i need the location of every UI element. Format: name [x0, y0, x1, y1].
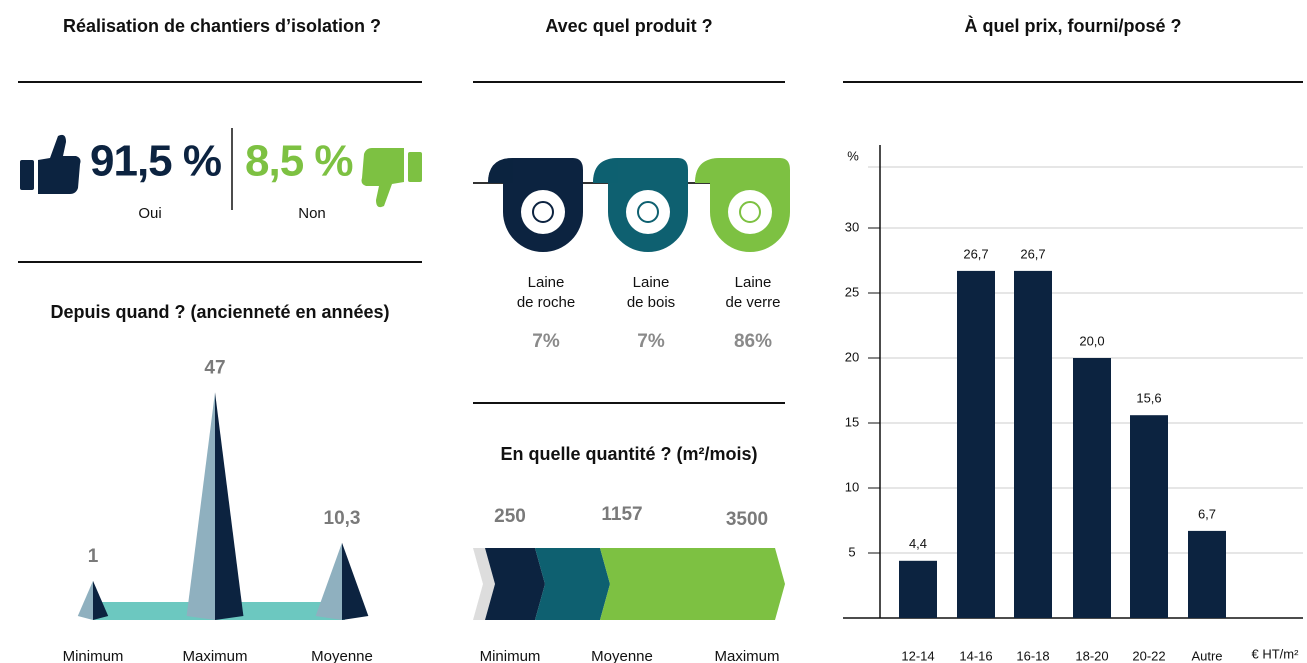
category-label: Moyenne — [591, 648, 653, 663]
bar — [1188, 531, 1226, 618]
no-label: Non — [298, 205, 326, 222]
product-name: Laine — [528, 274, 565, 291]
x-tick-label: Autre — [1191, 648, 1222, 663]
survey-title: Réalisation de chantiers d’isolation ? — [63, 16, 381, 36]
product-icon — [521, 190, 565, 234]
y-tick-label: 5 — [848, 544, 855, 559]
chart-title: Depuis quand ? (ancienneté en années) — [50, 302, 389, 322]
products-title: Avec quel produit ? — [545, 16, 712, 36]
yes-share: 91,5 % — [90, 137, 221, 186]
arrow-segment — [600, 548, 785, 620]
product-name: de verre — [725, 294, 780, 311]
pyramid-light — [316, 543, 342, 620]
product-share: 7% — [532, 331, 560, 352]
value-label: 10,3 — [324, 508, 361, 529]
ribbon-fold — [488, 158, 513, 183]
y-tick-label: 10 — [845, 479, 859, 494]
value-label: 250 — [494, 506, 526, 527]
y-tick-label: 30 — [845, 219, 859, 234]
product-name: Laine — [633, 274, 670, 291]
y-tick-label: 15 — [845, 414, 859, 429]
value-label: 26,7 — [963, 246, 988, 261]
x-tick-label: 18-20 — [1075, 648, 1108, 663]
value-label: 4,4 — [909, 536, 927, 551]
thumb-down-icon — [362, 148, 423, 207]
chart-title: À quel prix, fourni/posé ? — [964, 15, 1181, 36]
value-label: 15,6 — [1136, 391, 1161, 406]
bar — [1073, 358, 1111, 618]
category-label: Moyenne — [311, 648, 373, 663]
pyramid-dark — [215, 392, 243, 620]
infographic: Réalisation de chantiers d’isolation ? 9… — [0, 0, 1307, 663]
product-share: 86% — [734, 331, 772, 352]
x-axis-label: € HT/m² — [1252, 646, 1300, 661]
pyramid-dark — [93, 581, 108, 620]
value-label: 26,7 — [1020, 246, 1045, 261]
x-tick-label: 12-14 — [901, 648, 934, 663]
yes-label: Oui — [138, 205, 161, 222]
no-share: 8,5 % — [245, 137, 353, 186]
product-icon — [626, 190, 670, 234]
arrow-segment — [535, 548, 610, 620]
thumb-up-icon — [20, 135, 81, 194]
pyramid-light — [187, 392, 215, 620]
value-label: 3500 — [726, 509, 768, 530]
pyramid-light — [78, 581, 93, 620]
category-label: Minimum — [63, 648, 124, 663]
value-label: 6,7 — [1198, 506, 1216, 521]
y-tick-label: 20 — [845, 349, 859, 364]
product-name: de roche — [517, 294, 575, 311]
bar — [957, 271, 995, 618]
ribbon-fold — [695, 158, 720, 183]
value-label: 1157 — [601, 504, 642, 525]
bar — [899, 561, 937, 618]
x-tick-label: 20-22 — [1132, 648, 1165, 663]
x-tick-label: 16-18 — [1016, 648, 1049, 663]
product-icon — [728, 190, 772, 234]
x-tick-label: 14-16 — [959, 648, 992, 663]
product-name: Laine — [735, 274, 772, 291]
y-axis-label: % — [847, 148, 859, 163]
value-label: 20,0 — [1079, 333, 1104, 348]
category-label: Maximum — [714, 648, 779, 663]
chart-title: En quelle quantité ? (m²/mois) — [500, 444, 757, 464]
pyramid-dark — [342, 543, 368, 620]
bar — [1130, 415, 1168, 618]
bar — [1014, 271, 1052, 618]
ribbon-fold — [593, 158, 618, 183]
product-share: 7% — [637, 331, 665, 352]
value-label: 1 — [88, 546, 99, 567]
product-name: de bois — [627, 294, 675, 311]
category-label: Minimum — [480, 648, 541, 663]
y-tick-label: 25 — [845, 284, 859, 299]
category-label: Maximum — [182, 648, 247, 663]
value-label: 47 — [204, 357, 225, 378]
